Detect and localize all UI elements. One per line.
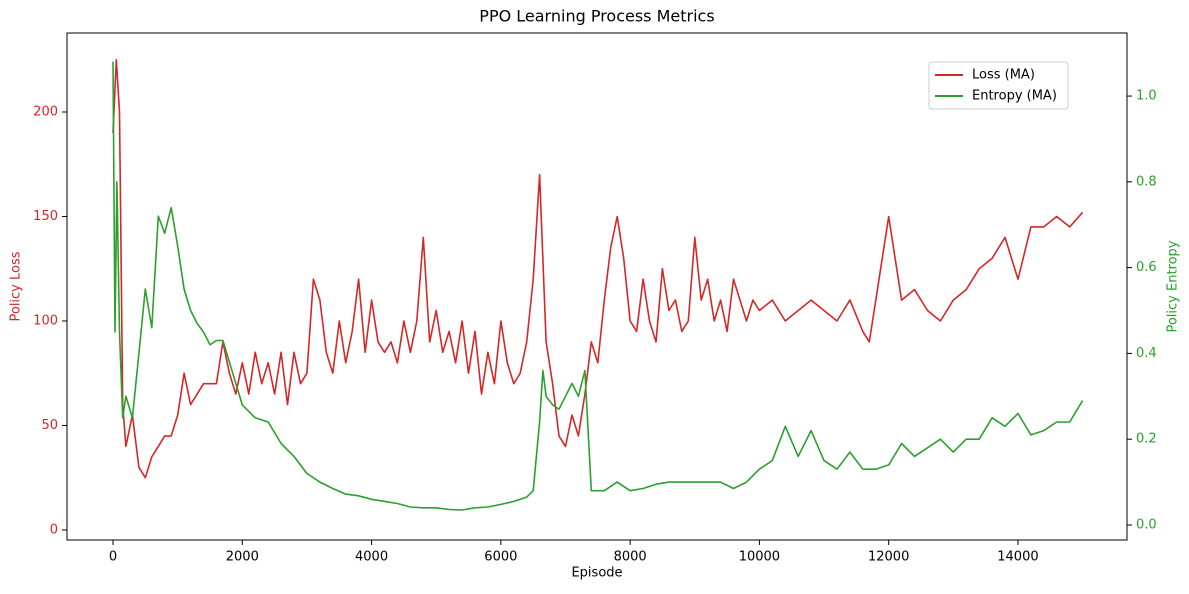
x-tick-label: 14000: [997, 550, 1038, 565]
plot-frame: [66, 32, 1128, 541]
x-tick-label: 10000: [739, 550, 780, 565]
y2-tick-label: 0.8: [1136, 174, 1157, 189]
x-tick-label: 2000: [226, 550, 259, 565]
x-tick-label: 6000: [484, 550, 517, 565]
y-tick-label: 200: [33, 104, 58, 119]
y2-tick-label: 0.6: [1136, 260, 1157, 275]
x-tick-label: 0: [109, 550, 117, 565]
data-line: [112, 61, 1084, 511]
legend-box: [928, 61, 1069, 110]
x-tick-label: 8000: [614, 550, 647, 565]
y2-tick-label: 0.0: [1136, 517, 1157, 532]
y-axis-label: Policy Loss: [9, 251, 24, 321]
y2-tick-label: 0.4: [1136, 346, 1157, 361]
x-tick-label: 12000: [868, 550, 909, 565]
chart-title: PPO Learning Process Metrics: [479, 7, 714, 26]
y2-axis-label: Policy Entropy: [1166, 240, 1181, 332]
data-line: [112, 59, 1084, 479]
y-tick-label: 100: [33, 313, 58, 328]
legend-label: Loss (MA): [972, 68, 1035, 83]
x-axis-label: Episode: [571, 566, 622, 581]
y2-tick-label: 0.2: [1136, 432, 1157, 447]
y-tick-label: 150: [33, 209, 58, 224]
y-tick-label: 0: [50, 522, 58, 537]
y-tick-label: 50: [41, 418, 58, 433]
x-tick-label: 4000: [355, 550, 388, 565]
y2-tick-label: 1.0: [1136, 89, 1157, 104]
legend-label: Entropy (MA): [972, 89, 1057, 104]
